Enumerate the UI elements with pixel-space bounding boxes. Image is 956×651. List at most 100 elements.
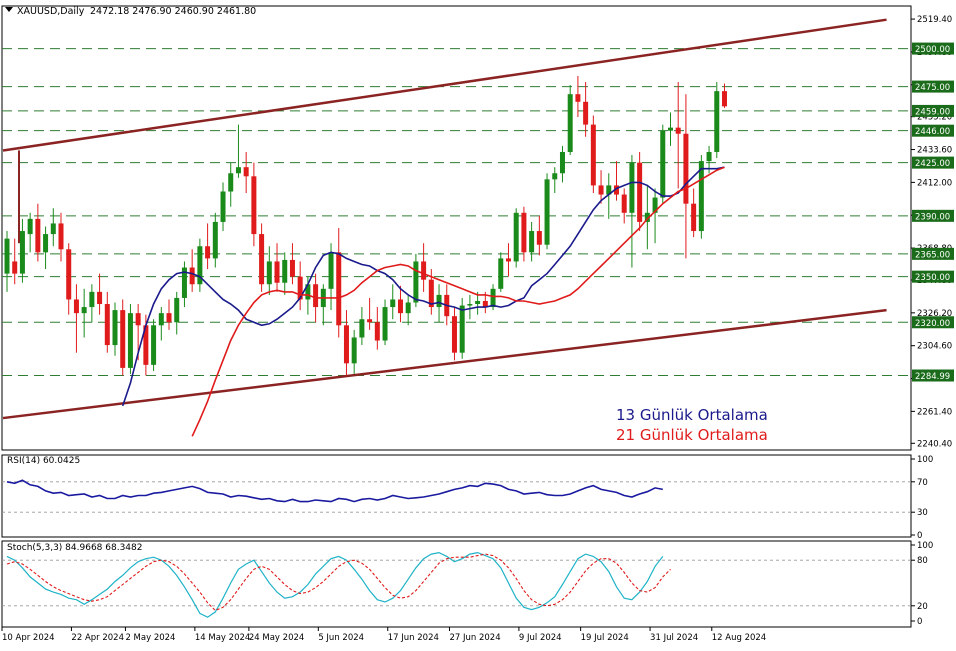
rsi-line (6, 479, 663, 503)
bear-candle (135, 313, 141, 326)
bull-candle (81, 307, 87, 314)
bear-candle (243, 167, 249, 177)
bull-candle (174, 297, 180, 323)
bear-candle (313, 284, 319, 308)
bear-candle (621, 194, 627, 213)
level-label-box (912, 124, 954, 137)
bull-candle (305, 284, 311, 300)
bear-candle (205, 246, 211, 259)
bear-candle (297, 276, 303, 300)
time-tick-label: 27 Jun 2024 (449, 633, 500, 643)
stoch-signal-line (6, 553, 671, 612)
bear-candle (189, 267, 195, 285)
bull-candle (513, 212, 519, 262)
bull-candle (89, 291, 95, 308)
bear-candle (721, 91, 727, 107)
bull-candle (43, 234, 49, 253)
bull-candle (567, 94, 573, 152)
bull-candle (413, 261, 419, 303)
bear-candle (166, 313, 172, 323)
bull-candle (181, 267, 187, 298)
stoch-tick-label: 0 (917, 617, 922, 627)
chart-ohlc: 2472.18 2476.90 2460.90 2461.80 (90, 6, 256, 17)
bear-candle (143, 325, 149, 365)
bull-candle (382, 307, 388, 341)
main-panel-frame (1, 5, 912, 451)
bull-candle (652, 197, 658, 213)
chart-symbol: XAUUSD,Daily (17, 6, 85, 17)
bear-candle (73, 299, 79, 314)
bull-candle (390, 299, 396, 308)
level-label-box (912, 80, 954, 93)
level-label: 2459.00 (915, 107, 950, 117)
bull-candle (151, 325, 157, 365)
channel-upper-line (2, 18, 887, 152)
rsi-tick-label: 70 (917, 478, 928, 488)
bull-candle (644, 212, 650, 222)
bull-candle (127, 313, 133, 368)
bull-candle (212, 221, 218, 259)
legend-ma21: 21 Günlük Ortalama (616, 426, 768, 444)
bull-candle (27, 218, 33, 235)
stoch-panel-frame (1, 540, 912, 628)
time-tick-label: 12 Aug 2024 (712, 633, 766, 643)
bear-candle (97, 291, 103, 305)
bear-candle (598, 185, 604, 195)
bear-candle (58, 223, 64, 250)
level-label: 2425.00 (915, 159, 950, 169)
level-label-box (912, 104, 954, 117)
bull-candle (19, 231, 25, 274)
rsi-tick-label: 30 (917, 508, 928, 518)
bear-candle (583, 101, 589, 125)
bull-candle (197, 246, 203, 285)
bear-candle (675, 127, 681, 134)
bull-candle (498, 258, 504, 289)
time-tick-label: 10 Apr 2024 (2, 633, 55, 643)
time-tick-label: 31 Jul 2024 (650, 633, 698, 643)
channel-lower-line (2, 308, 887, 420)
stoch-tick-label: 80 (917, 556, 928, 566)
bear-candle (482, 300, 488, 308)
bull-candle (436, 294, 442, 308)
price-tick-label: 2519.40 (917, 15, 952, 25)
level-label-box (912, 369, 954, 382)
price-tick-label: 2304.60 (917, 342, 952, 352)
price-tick-label: 2261.40 (917, 407, 952, 417)
bull-candle (112, 310, 118, 346)
bull-candle (282, 259, 288, 283)
bull-candle (490, 288, 496, 308)
bear-candle (336, 252, 342, 326)
legend-ma13: 13 Günlük Ortalama (616, 406, 768, 424)
bear-candle (421, 261, 427, 280)
time-tick-label: 9 Jul 2024 (519, 633, 562, 643)
bull-candle (552, 173, 558, 180)
bull-candle (660, 130, 666, 198)
bull-candle (544, 179, 550, 245)
bear-candle (451, 316, 457, 353)
time-tick-label: 22 Apr 2024 (71, 633, 124, 643)
level-label: 2350.00 (915, 273, 950, 283)
rsi-panel-frame (1, 454, 912, 538)
rsi-title: RSI(14) 60.0425 (7, 456, 80, 466)
bull-candle (667, 127, 673, 131)
bull-candle (467, 304, 473, 306)
bear-candle (397, 299, 403, 314)
stoch-tick-label: 100 (917, 541, 933, 551)
level-label: 2500.00 (915, 45, 950, 55)
bull-candle (714, 91, 720, 152)
bear-candle (683, 133, 689, 204)
bull-candle (359, 319, 365, 338)
level-label: 2390.00 (915, 212, 950, 222)
bull-candle (475, 300, 481, 305)
stoch-title: Stoch(5,3,3) 84.9668 68.3482 (7, 543, 142, 553)
price-tick-label: 2412.00 (917, 178, 952, 188)
bull-candle (220, 191, 226, 222)
level-label-box (912, 156, 954, 169)
bull-candle (698, 161, 704, 232)
price-tick-label: 2326.20 (917, 309, 952, 319)
price-tick-label: 2455.20 (917, 113, 952, 123)
bear-candle (251, 176, 257, 235)
time-tick-label: 19 Jul 2024 (581, 633, 629, 643)
time-tick-label: 5 Jun 2024 (318, 633, 364, 643)
